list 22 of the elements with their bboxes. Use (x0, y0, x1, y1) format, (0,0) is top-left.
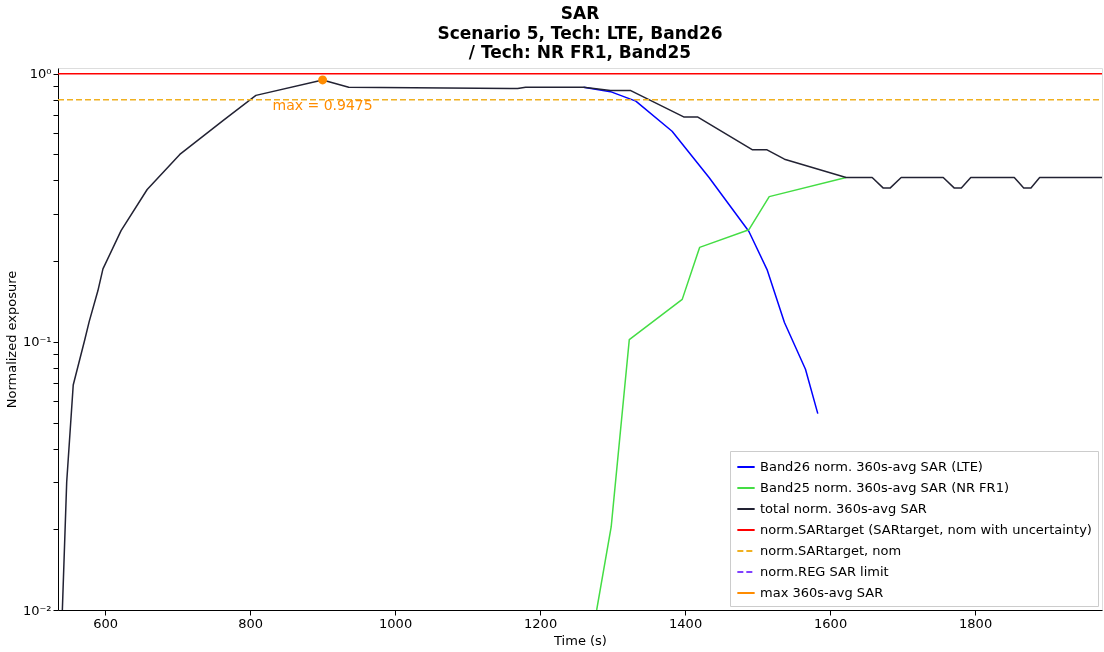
chart-subtitle: Scenario 5, Tech: LTE, Band26 / Tech: NR FR1, Band25 (437, 22, 723, 62)
chart-title: SAR (560, 2, 600, 23)
x-tick-label: 1000 (379, 615, 413, 631)
legend-label: Band25 norm. 360s-avg SAR (NR FR1) (760, 480, 1009, 495)
x-tick-label: 800 (238, 615, 264, 631)
x-axis-title: Time (s) (553, 632, 607, 648)
x-tick-label: 600 (93, 615, 119, 631)
legend-label: max 360s-avg SAR (760, 585, 884, 600)
x-tick-label: 1200 (524, 615, 558, 631)
legend-label: norm.REG SAR limit (760, 564, 889, 579)
legend-label: total norm. 360s-avg SAR (760, 501, 927, 516)
y-tick-label: 10⁻² (22, 602, 52, 618)
legend-label: norm.SARtarget, nom (760, 543, 902, 558)
y-axis-title: Normalized exposure (3, 270, 19, 409)
legend-label: norm.SARtarget (SARtarget, nom with uncertainty) (760, 522, 1092, 537)
y-tick-label: 10⁻¹ (22, 334, 52, 350)
legend-label: Band26 norm. 360s-avg SAR (LTE) (760, 459, 983, 474)
y-tick-label: 10⁰ (29, 66, 52, 82)
x-tick-label: 1600 (814, 615, 848, 631)
x-tick-label: 1400 (669, 615, 703, 631)
annotation: max = 0.9475 (272, 96, 373, 113)
x-tick-label: 1800 (959, 615, 993, 631)
